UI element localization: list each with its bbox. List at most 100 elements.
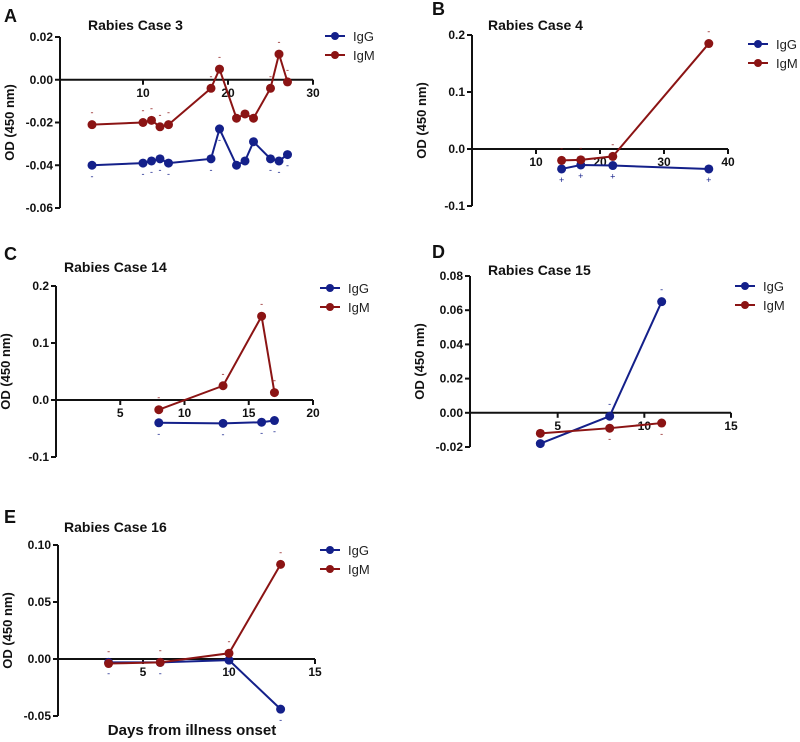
- legend: IgG IgM: [325, 29, 375, 63]
- point-annotation: -: [279, 715, 282, 725]
- point-annotation: -: [222, 369, 225, 379]
- panel-b: B Rabies Case 4 0.2 0.1 0.0 -0.1 OD (450 nm) 10…: [414, 0, 798, 213]
- series-igm: --: [535, 418, 667, 444]
- legend-swatch-marker: [754, 40, 762, 48]
- data-point: [164, 120, 173, 130]
- point-annotation: +: [706, 175, 711, 185]
- y-tick-label: 0.04: [440, 337, 464, 351]
- point-annotation: -: [608, 399, 611, 409]
- y-axis-title: OD (450 nm): [2, 84, 17, 161]
- data-point: [218, 381, 228, 391]
- x-tick-label: 5: [140, 665, 147, 679]
- data-point: [605, 423, 615, 433]
- x-tick-label: 15: [724, 419, 738, 433]
- y-tick-label: 0.0: [448, 142, 465, 156]
- point-annotation: -: [150, 103, 153, 113]
- y-axis-title: OD (450 nm): [414, 82, 429, 159]
- y-tick-label: -0.02: [26, 116, 54, 130]
- x-tick-label: 30: [657, 155, 671, 169]
- series-igg: - - - - - --- --: [87, 124, 292, 181]
- data-point: [104, 659, 114, 669]
- data-point: [257, 417, 267, 427]
- y-tick-label: 0.1: [448, 85, 465, 99]
- point-annotation: -: [167, 108, 170, 118]
- data-point: [154, 405, 164, 415]
- y-tick-label: 0.08: [440, 269, 464, 283]
- data-point: [576, 155, 586, 165]
- point-annotation: -: [269, 165, 272, 175]
- panel-title: Rabies Case 14: [64, 259, 167, 275]
- point-annotation: -: [707, 27, 710, 37]
- y-tick-label: -0.04: [26, 158, 54, 172]
- y-tick-label: 0.2: [32, 279, 49, 293]
- legend-swatch-marker: [331, 51, 339, 59]
- series-line: [91, 50, 289, 128]
- panel-e: E Rabies Case 16 0.10 0.05 0.00 -0.05 OD (450 …: [0, 507, 370, 725]
- panel-letter: A: [4, 6, 17, 26]
- data-point: [138, 118, 148, 127]
- point-annotation: +: [610, 172, 615, 182]
- point-annotation: -: [91, 108, 94, 118]
- series-igm: - - -- ------: [87, 37, 292, 132]
- x-tick-label: 15: [242, 406, 256, 420]
- data-point: [269, 388, 279, 398]
- legend-item-igg: IgG: [735, 279, 784, 294]
- series-line: [158, 419, 275, 425]
- data-point: [657, 297, 667, 307]
- data-point: [657, 418, 667, 428]
- panel-a: A Rabies Case 3 0.02 0.00 -0.02 -0.04 -0.06 OD …: [2, 6, 375, 215]
- series-igg: - - - -: [104, 655, 286, 725]
- data-point: [608, 161, 618, 171]
- legend-item-igm: IgM: [748, 56, 798, 71]
- point-annotation: -: [286, 65, 289, 75]
- series-line: [158, 313, 276, 411]
- point-annotation: -: [222, 429, 225, 439]
- data-point: [283, 150, 292, 160]
- data-point: [155, 657, 165, 667]
- series-line: [108, 659, 282, 710]
- point-annotation: -: [142, 169, 145, 179]
- panel-c: C Rabies Case 14 0.2 0.1 0.0 -0.1 OD (450 nm) 5…: [0, 244, 370, 464]
- panel-letter: D: [432, 242, 445, 262]
- panel-title: Rabies Case 15: [488, 262, 591, 278]
- y-tick-label: 0.1: [32, 336, 49, 350]
- data-point: [206, 83, 216, 93]
- point-annotation: -: [167, 169, 170, 179]
- panel-title: Rabies Case 3: [88, 17, 183, 33]
- data-point: [155, 154, 165, 164]
- data-point: [206, 154, 216, 164]
- point-annotation: -: [560, 143, 563, 153]
- y-axis-title: OD (450 nm): [412, 323, 427, 400]
- legend-label: IgM: [348, 300, 370, 315]
- point-annotation: -: [107, 647, 110, 657]
- data-point: [215, 124, 224, 134]
- data-point: [704, 39, 714, 49]
- point-annotation: -: [218, 52, 221, 62]
- panel-letter: C: [4, 244, 17, 264]
- point-annotation: -: [210, 165, 213, 175]
- data-point: [276, 559, 286, 569]
- point-annotation: -: [228, 666, 231, 676]
- point-annotation: -: [273, 376, 276, 386]
- legend-label: IgM: [353, 48, 375, 63]
- y-tick-label: 0.02: [30, 30, 54, 44]
- point-annotation: -: [228, 636, 231, 646]
- legend-label: IgG: [776, 37, 797, 52]
- legend: IgG IgM: [748, 37, 798, 71]
- legend-swatch-marker: [326, 565, 334, 573]
- data-point: [535, 428, 545, 438]
- x-tick-label: 20: [306, 406, 320, 420]
- data-point: [249, 137, 258, 147]
- legend-item-igm: IgM: [320, 562, 370, 577]
- legend: IgG IgM: [735, 279, 785, 313]
- series-line: [108, 563, 282, 665]
- point-annotation: +: [559, 175, 564, 185]
- point-annotation: +: [578, 171, 583, 181]
- data-point: [535, 439, 545, 449]
- panel-d: D Rabies Case 15 0.08 0.06 0.04 0.02 0.00 -0.02…: [412, 242, 785, 454]
- legend-swatch-marker: [741, 282, 749, 290]
- legend-swatch-marker: [326, 284, 334, 292]
- legend-item-igm: IgM: [735, 298, 785, 313]
- series-line: [561, 163, 709, 170]
